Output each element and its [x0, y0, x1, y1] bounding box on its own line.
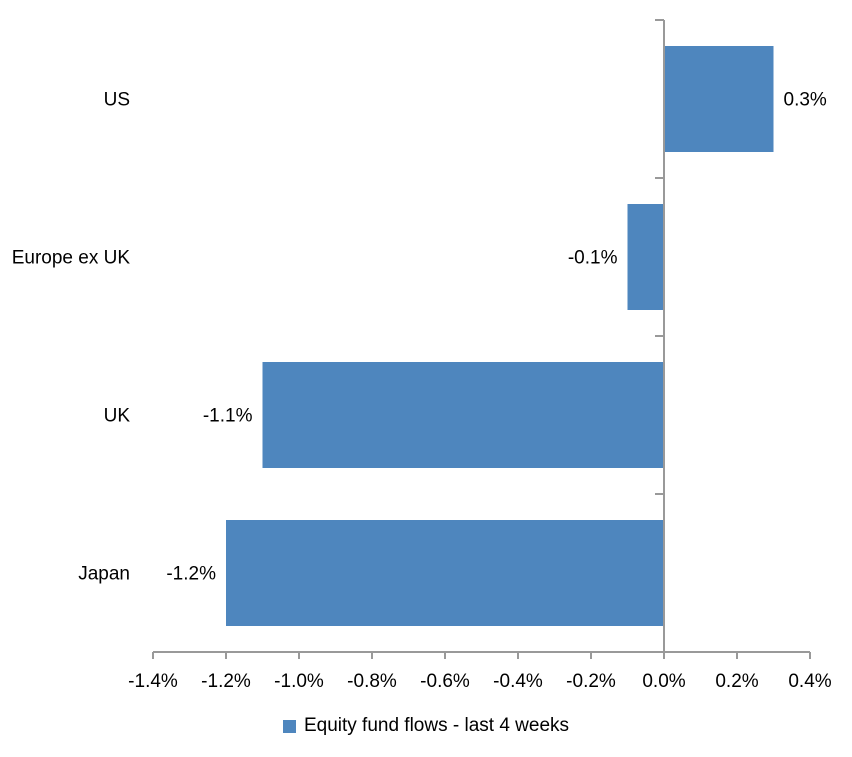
x-tick-label-7: 0.0%	[642, 671, 685, 692]
value-label-us: 0.3%	[784, 90, 827, 111]
x-tick-label-3: -0.8%	[347, 671, 397, 692]
x-tick-label-2: -1.0%	[274, 671, 324, 692]
chart-legend: Equity fund flows - last 4 weeks	[0, 715, 852, 737]
value-label-europe-ex-uk: -0.1%	[568, 248, 618, 269]
x-tick-label-4: -0.6%	[420, 671, 470, 692]
category-label-europe-ex-uk: Europe ex UK	[12, 248, 131, 269]
category-label-uk: UK	[104, 406, 131, 427]
x-tick-label-0: -1.4%	[128, 671, 178, 692]
x-tick-label-1: -1.2%	[201, 671, 251, 692]
category-label-japan: Japan	[78, 564, 130, 585]
category-label-us: US	[104, 90, 130, 111]
bar-japan	[226, 520, 664, 626]
x-tick-label-5: -0.4%	[493, 671, 543, 692]
x-tick-label-9: 0.4%	[788, 671, 831, 692]
x-tick-label-6: -0.2%	[566, 671, 616, 692]
value-label-japan: -1.2%	[166, 564, 216, 585]
x-tick-label-8: 0.2%	[715, 671, 758, 692]
bar-us	[664, 46, 774, 152]
legend-swatch-icon	[282, 719, 296, 733]
legend-label: Equity fund flows - last 4 weeks	[303, 715, 570, 736]
bar-europe-ex-uk	[627, 204, 664, 310]
bar-uk	[262, 362, 664, 468]
value-label-uk: -1.1%	[203, 406, 253, 427]
